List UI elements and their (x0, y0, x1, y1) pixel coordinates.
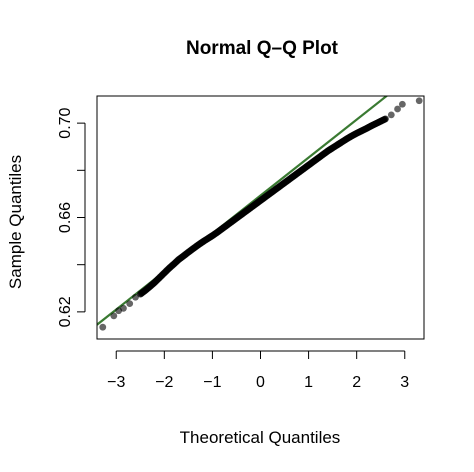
data-point (394, 105, 401, 113)
data-point (110, 312, 118, 320)
y-axis-label: Sample Quantiles (6, 155, 25, 289)
x-tick-label: 3 (400, 374, 409, 391)
y-axis: 0.62 0.66 0.70 (57, 107, 86, 327)
data-point (387, 111, 395, 119)
data-point (415, 97, 423, 105)
x-tick-label: 0 (256, 374, 265, 391)
x-tick-label: −1 (203, 374, 221, 391)
x-axis: −3 −2 −1 0 1 2 3 (107, 350, 409, 391)
y-tick-label: 0.62 (57, 296, 74, 327)
x-tick-label: 2 (352, 374, 361, 391)
data-point (398, 100, 406, 108)
x-axis-label: Theoretical Quantiles (180, 428, 341, 447)
data-points-layer (99, 97, 423, 331)
data-point (120, 304, 127, 312)
y-tick-label: 0.66 (57, 202, 74, 233)
data-point (382, 115, 389, 123)
chart-title: Normal Q–Q Plot (186, 38, 339, 59)
data-point (126, 300, 134, 308)
x-tick-label: −3 (107, 374, 125, 391)
y-tick-label: 0.70 (57, 107, 74, 138)
plot-frame (96, 95, 425, 340)
x-tick-label: 1 (304, 374, 313, 391)
data-point (99, 323, 107, 331)
x-tick-label: −2 (155, 374, 173, 391)
